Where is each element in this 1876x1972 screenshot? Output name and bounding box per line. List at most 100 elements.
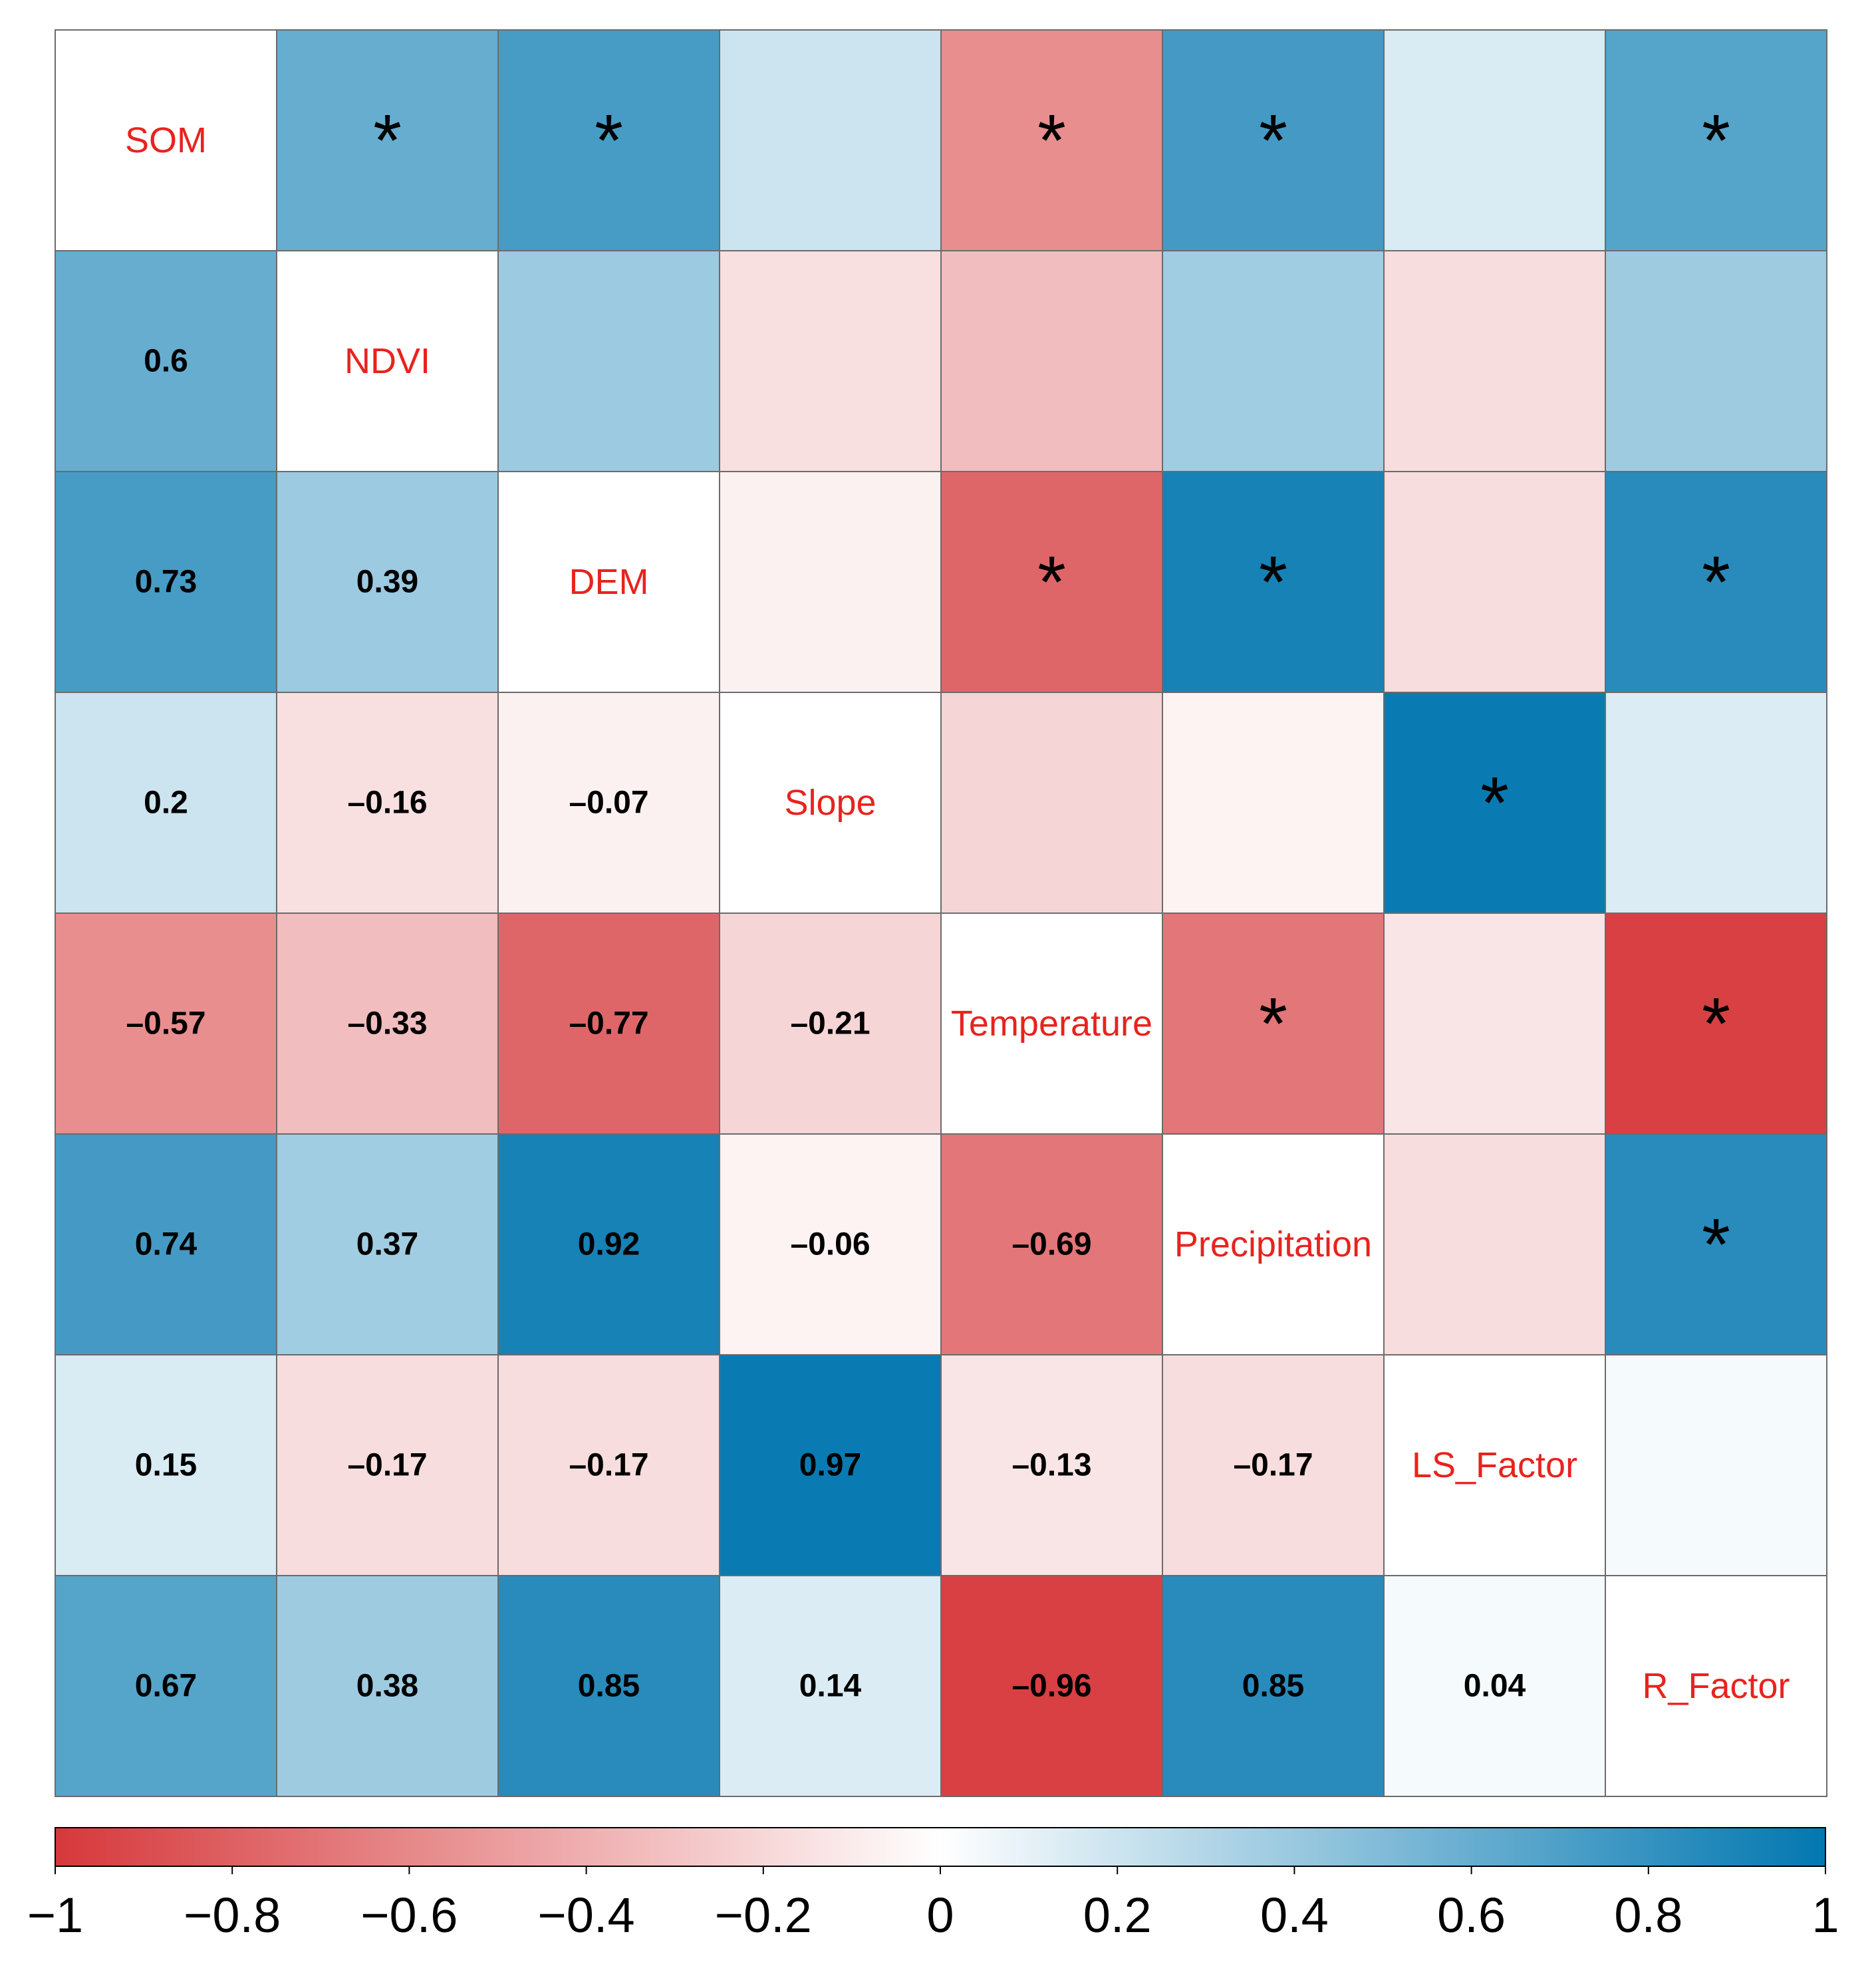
value-label-slope-dem: –0.07 bbox=[569, 785, 648, 821]
value-label-ls-factor-dem: –0.17 bbox=[569, 1448, 648, 1483]
significance-marker-slope-ls-factor: * bbox=[1480, 762, 1509, 844]
heatmap-cell-ndvi-precipitation bbox=[1162, 250, 1385, 472]
heatmap-cell-som-slope bbox=[719, 29, 942, 251]
value-label-temperature-som: –0.57 bbox=[126, 1006, 205, 1042]
colorbar-tick-label: 0 bbox=[926, 1888, 954, 1943]
heatmap-cell-r-factor-dem bbox=[497, 1575, 720, 1797]
heatmap-cell-precipitation-ndvi bbox=[276, 1133, 499, 1355]
colorbar-tick-label: 0.6 bbox=[1437, 1888, 1506, 1943]
heatmap-cell-temperature-som bbox=[55, 913, 277, 1135]
significance-marker-dem-precipitation: * bbox=[1259, 541, 1287, 623]
heatmap-cell-slope-ls-factor bbox=[1383, 692, 1606, 914]
value-label-temperature-slope: –0.21 bbox=[790, 1006, 870, 1042]
variable-label-ndvi: NDVI bbox=[344, 341, 430, 381]
value-label-precipitation-ndvi: 0.37 bbox=[356, 1227, 418, 1262]
significance-marker-precipitation-r-factor: * bbox=[1702, 1204, 1730, 1286]
value-label-r-factor-slope: 0.14 bbox=[799, 1669, 862, 1704]
significance-marker-som-precipitation: * bbox=[1259, 100, 1287, 182]
significance-marker-som-r-factor: * bbox=[1702, 100, 1730, 182]
colorbar-tick-label: −0.6 bbox=[360, 1888, 458, 1943]
heatmap-cell-ls-factor-temperature bbox=[940, 1354, 1163, 1576]
heatmap-cell-precipitation-som bbox=[55, 1133, 277, 1355]
heatmap-cell-ls-factor-dem bbox=[497, 1354, 720, 1576]
heatmap-cell-ndvi-som bbox=[55, 250, 277, 472]
heatmap-cell-r-factor-ndvi bbox=[276, 1575, 499, 1797]
heatmap-cell-ls-factor-ls-factor bbox=[1383, 1354, 1606, 1576]
heatmap-cell-ndvi-r-factor bbox=[1605, 250, 1827, 472]
variable-label-r-factor: R_Factor bbox=[1642, 1666, 1790, 1706]
heatmap-cell-dem-slope bbox=[719, 471, 942, 693]
heatmap-cell-temperature-ndvi bbox=[276, 913, 499, 1135]
heatmap-cell-dem-ndvi bbox=[276, 471, 499, 693]
value-label-dem-som: 0.73 bbox=[135, 565, 197, 600]
heatmap-cell-precipitation-temperature bbox=[940, 1133, 1163, 1355]
heatmap-cell-r-factor-r-factor bbox=[1605, 1575, 1827, 1797]
variable-label-temperature: Temperature bbox=[951, 1004, 1152, 1044]
heatmap-cell-dem-ls-factor bbox=[1383, 471, 1606, 693]
heatmap-cell-temperature-precipitation bbox=[1162, 913, 1385, 1135]
significance-marker-som-temperature: * bbox=[1037, 100, 1066, 182]
value-label-ls-factor-ndvi: –0.17 bbox=[347, 1448, 427, 1483]
heatmap-cell-r-factor-temperature bbox=[940, 1575, 1163, 1797]
heatmap-cell-precipitation-dem bbox=[497, 1133, 720, 1355]
colorbar-tick-label: 1 bbox=[1811, 1888, 1839, 1943]
value-label-r-factor-ndvi: 0.38 bbox=[356, 1669, 418, 1704]
heatmap-cell-slope-temperature bbox=[940, 692, 1163, 914]
heatmap-cell-r-factor-slope bbox=[719, 1575, 942, 1797]
value-label-ls-factor-slope: 0.97 bbox=[799, 1448, 861, 1483]
significance-marker-dem-r-factor: * bbox=[1702, 541, 1730, 623]
heatmap-cell-slope-slope bbox=[719, 692, 942, 914]
heatmap-cell-dem-temperature bbox=[940, 471, 1163, 693]
heatmap-cell-ndvi-ls-factor bbox=[1383, 250, 1606, 472]
variable-label-precipitation: Precipitation bbox=[1174, 1224, 1372, 1264]
heatmap-cell-ls-factor-ndvi bbox=[276, 1354, 499, 1576]
heatmap-cell-ndvi-slope bbox=[719, 250, 942, 472]
value-label-dem-ndvi: 0.39 bbox=[356, 565, 418, 600]
heatmap-cell-temperature-ls-factor bbox=[1383, 913, 1606, 1135]
variable-label-slope: Slope bbox=[784, 783, 876, 823]
variable-label-som: SOM bbox=[125, 120, 207, 160]
heatmap-cell-ndvi-temperature bbox=[940, 250, 1163, 472]
heatmap-cell-slope-som bbox=[55, 692, 277, 914]
significance-marker-som-dem: * bbox=[595, 100, 623, 182]
value-label-r-factor-dem: 0.85 bbox=[578, 1669, 640, 1704]
value-label-r-factor-temperature: –0.96 bbox=[1011, 1669, 1091, 1704]
heatmap-cell-som-temperature bbox=[940, 29, 1163, 251]
value-label-slope-ndvi: –0.16 bbox=[347, 785, 427, 821]
heatmap-cell-r-factor-som bbox=[55, 1575, 277, 1797]
heatmap-cell-r-factor-precipitation bbox=[1162, 1575, 1385, 1797]
value-label-precipitation-temperature: –0.69 bbox=[1011, 1227, 1091, 1262]
value-label-precipitation-slope: –0.06 bbox=[790, 1227, 870, 1262]
value-label-r-factor-som: 0.67 bbox=[135, 1669, 197, 1704]
value-label-temperature-dem: –0.77 bbox=[569, 1006, 648, 1042]
significance-marker-som-ndvi: * bbox=[373, 100, 402, 182]
heatmap-cell-slope-precipitation bbox=[1162, 692, 1385, 914]
value-label-slope-som: 0.2 bbox=[144, 785, 188, 821]
value-label-ndvi-som: 0.6 bbox=[144, 344, 188, 379]
heatmap-cell-som-r-factor bbox=[1605, 29, 1827, 251]
heatmap-cell-ls-factor-precipitation bbox=[1162, 1354, 1385, 1576]
heatmap-cell-temperature-dem bbox=[497, 913, 720, 1135]
heatmap-cell-ls-factor-slope bbox=[719, 1354, 942, 1576]
heatmap-cell-slope-r-factor bbox=[1605, 692, 1827, 914]
heatmap-cell-ndvi-ndvi bbox=[276, 250, 499, 472]
colorbar-tick-label: −1 bbox=[27, 1888, 83, 1943]
heatmap-cell-som-som bbox=[55, 29, 277, 251]
heatmap-cell-som-ls-factor bbox=[1383, 29, 1606, 251]
heatmap-cell-precipitation-ls-factor bbox=[1383, 1133, 1606, 1355]
colorbar: −1 −0.8 −0.6 −0.4 −0.2 0 0.2 0.4 0.6 0.8 1 bbox=[27, 1827, 1839, 1943]
value-label-r-factor-precipitation: 0.85 bbox=[1242, 1669, 1304, 1704]
colorbar-gradient bbox=[55, 1827, 1826, 1867]
value-label-temperature-ndvi: –0.33 bbox=[347, 1006, 427, 1042]
heatmap-cell-ls-factor-som bbox=[55, 1354, 277, 1576]
heatmap-cell-dem-r-factor bbox=[1605, 471, 1827, 693]
significance-marker-temperature-r-factor: * bbox=[1702, 983, 1730, 1065]
heatmap-cell-temperature-slope bbox=[719, 913, 942, 1135]
heatmap-cell-som-precipitation bbox=[1162, 29, 1385, 251]
value-label-r-factor-ls-factor: 0.04 bbox=[1464, 1669, 1526, 1704]
value-label-ls-factor-temperature: –0.13 bbox=[1011, 1448, 1091, 1483]
colorbar-tick-label: 0.4 bbox=[1260, 1888, 1329, 1943]
heatmap-cell-precipitation-r-factor bbox=[1605, 1133, 1827, 1355]
heatmap-cell-temperature-r-factor bbox=[1605, 913, 1827, 1135]
colorbar-tick-label: 0.8 bbox=[1614, 1888, 1682, 1943]
